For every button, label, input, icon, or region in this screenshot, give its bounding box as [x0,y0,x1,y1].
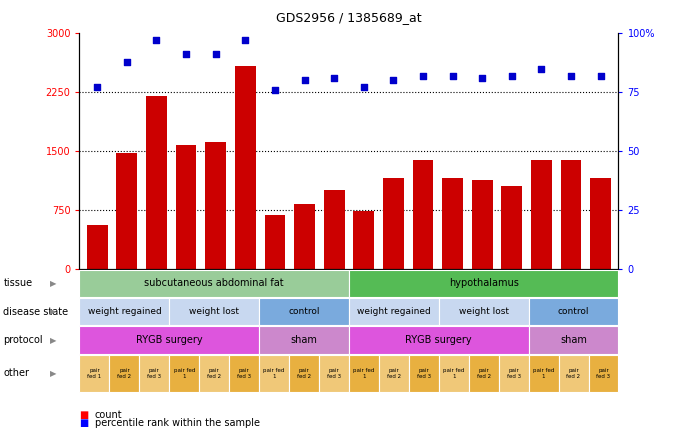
Text: pair fed
1: pair fed 1 [263,368,285,379]
Text: pair
fed 2: pair fed 2 [297,368,311,379]
Bar [442,178,463,269]
Point [388,77,399,84]
Text: weight regained: weight regained [357,307,430,316]
Point [92,84,103,91]
Text: pair
fed 2: pair fed 2 [117,368,131,379]
Text: ■: ■ [79,410,88,420]
Point [299,77,310,84]
Point [477,75,488,82]
Text: hypothalamus: hypothalamus [448,278,519,288]
Text: pair
fed 3: pair fed 3 [596,368,611,379]
Text: pair
fed 3: pair fed 3 [147,368,162,379]
Bar [294,203,315,269]
Bar [531,159,552,269]
Text: ■: ■ [79,418,88,428]
Text: pair
fed 2: pair fed 2 [567,368,580,379]
Text: disease state: disease state [3,307,68,317]
Text: pair
fed 3: pair fed 3 [507,368,521,379]
Bar [502,186,522,269]
Text: weight lost: weight lost [189,307,239,316]
Bar [353,210,374,269]
Text: control: control [288,307,320,316]
Point [329,75,340,82]
Text: protocol: protocol [3,335,43,345]
Bar [413,160,433,269]
Point [358,84,369,91]
Text: pair
fed 3: pair fed 3 [327,368,341,379]
Text: count: count [95,410,122,420]
Text: pair
fed 3: pair fed 3 [237,368,252,379]
Bar [176,145,196,269]
Text: weight lost: weight lost [459,307,509,316]
Bar [205,142,226,269]
Text: sham: sham [560,335,587,345]
Text: subcutaneous abdominal fat: subcutaneous abdominal fat [144,278,284,288]
Point [180,51,191,58]
Bar [146,96,167,269]
Bar [383,178,404,269]
Text: pair fed
1: pair fed 1 [173,368,195,379]
Point [240,37,251,44]
Bar [87,226,108,269]
Bar [265,215,285,269]
Point [447,72,458,79]
Text: control: control [558,307,589,316]
Bar [560,160,581,269]
Text: ▶: ▶ [50,307,56,316]
Text: pair
fed 2: pair fed 2 [477,368,491,379]
Point [417,72,428,79]
Text: pair fed
1: pair fed 1 [443,368,464,379]
Text: ▶: ▶ [50,279,56,288]
Text: RYGB surgery: RYGB surgery [406,335,472,345]
Text: RYGB surgery: RYGB surgery [136,335,202,345]
Bar [472,180,493,269]
Text: percentile rank within the sample: percentile rank within the sample [95,418,260,428]
Point [122,58,133,65]
Text: other: other [3,369,30,378]
Text: pair fed
1: pair fed 1 [533,368,554,379]
Point [565,72,576,79]
Point [210,51,221,58]
Text: pair fed
1: pair fed 1 [353,368,375,379]
Point [507,72,518,79]
Text: ▶: ▶ [50,369,56,378]
Text: tissue: tissue [3,278,32,288]
Bar [590,178,611,269]
Text: pair
fed 1: pair fed 1 [87,368,102,379]
Text: pair
fed 2: pair fed 2 [387,368,401,379]
Point [151,37,162,44]
Point [269,86,281,93]
Text: pair
fed 2: pair fed 2 [207,368,221,379]
Bar [235,66,256,269]
Point [595,72,606,79]
Bar [324,190,345,269]
Text: GDS2956 / 1385689_at: GDS2956 / 1385689_at [276,11,422,24]
Bar [117,153,138,269]
Text: ▶: ▶ [50,336,56,345]
Point [536,65,547,72]
Text: weight regained: weight regained [88,307,161,316]
Text: pair
fed 3: pair fed 3 [417,368,431,379]
Text: sham: sham [291,335,317,345]
